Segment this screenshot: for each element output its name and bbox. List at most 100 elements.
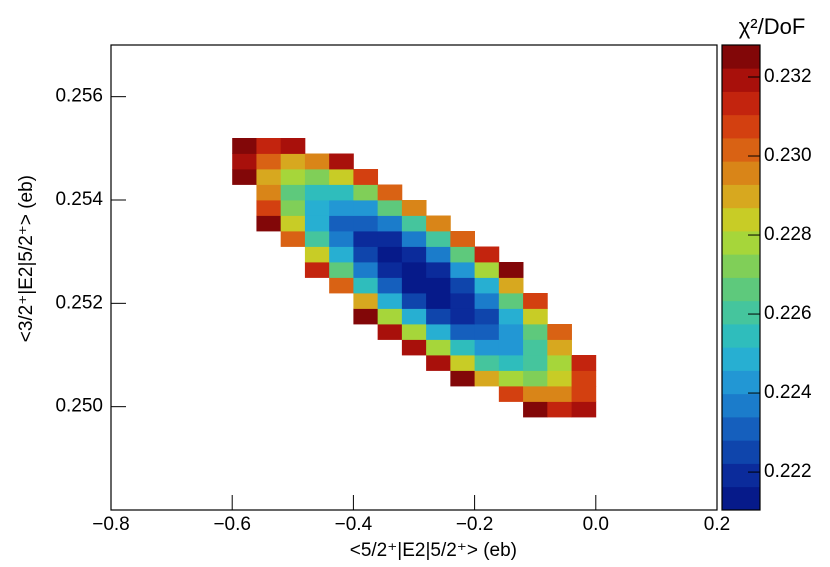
heatmap-cell [474, 246, 500, 263]
heatmap-cell [329, 231, 354, 247]
heatmap-cell [353, 262, 379, 278]
heatmap-cell [571, 370, 597, 387]
heatmap-cell [353, 308, 379, 325]
heatmap-cell [304, 262, 330, 278]
heatmap-cell [523, 308, 548, 325]
heatmap-cell [256, 169, 282, 185]
heatmap-cell [450, 308, 475, 325]
heatmap-cell [498, 355, 524, 371]
heatmap-cell [256, 200, 282, 216]
colorbar-level [722, 161, 760, 185]
heatmap-cell [329, 153, 354, 170]
heatmap-cell [377, 246, 403, 263]
heatmap-cell [401, 324, 427, 340]
colorbar-level [722, 91, 760, 116]
heatmap-cell [304, 169, 330, 185]
colorbar-level [722, 138, 760, 162]
heatmap-cell [450, 324, 475, 340]
heatmap-cell [571, 401, 597, 418]
heatmap-cell [474, 355, 500, 371]
heatmap-cell [523, 401, 548, 418]
heatmap-cell [353, 215, 379, 232]
colorbar-level [722, 45, 760, 69]
heatmap-cell [474, 370, 500, 387]
heatmap-cell [474, 262, 500, 278]
heatmap-cell [474, 339, 500, 356]
heatmap-cell [474, 277, 500, 294]
heatmap-cell [329, 169, 354, 185]
colorbar-level [722, 486, 760, 511]
heatmap-cell [498, 339, 524, 356]
heatmap-cell [256, 215, 282, 232]
heatmap-cell [353, 231, 379, 247]
y-axis-title: <3/2⁺|E2|5/2⁺> (eb) [16, 175, 37, 342]
heatmap-cell [304, 153, 330, 170]
x-tick-label: −0.6 [213, 514, 251, 535]
heatmap-cell [426, 215, 451, 232]
colorbar-level [722, 370, 760, 395]
heatmap-cell [280, 184, 306, 201]
heatmap-cell [353, 277, 379, 294]
heatmap-cell [401, 293, 427, 309]
heatmap-cell [304, 231, 330, 247]
heatmap-cell [547, 355, 572, 371]
heatmap-cell [256, 153, 282, 170]
x-tick-label: −0.2 [456, 514, 494, 535]
heatmap-cell [353, 200, 379, 216]
heatmap-cell [426, 355, 451, 371]
plot-frame [110, 44, 718, 511]
heatmap-cell [401, 246, 427, 263]
heatmap-cell [280, 169, 306, 185]
heatmap-cell [523, 370, 548, 387]
heatmap-cell [377, 215, 403, 232]
heatmap-cell [498, 386, 524, 402]
heatmap-cell [426, 231, 451, 247]
heatmap-cell [401, 215, 427, 232]
colorbar-level [722, 277, 760, 302]
x-tick-label: −0.8 [92, 514, 130, 535]
heatmap-cell [232, 169, 257, 185]
heatmap-cell [353, 246, 379, 263]
heatmap-cell [353, 184, 379, 201]
heatmap-cell [329, 215, 354, 232]
colorbar-tick-label: 0.226 [764, 303, 812, 324]
colorbar-level [722, 254, 760, 278]
heatmap-cell [571, 386, 597, 402]
heatmap-cell [523, 386, 548, 402]
colorbar-level [722, 207, 760, 232]
heatmap-cell [450, 370, 475, 387]
colorbar-level [722, 440, 760, 464]
colorbar-tick-label: 0.224 [764, 382, 812, 403]
heatmap-cell [426, 262, 451, 278]
heatmap-cell [450, 277, 475, 294]
heatmap-cell [498, 277, 524, 294]
heatmap-cell [256, 184, 282, 201]
heatmap-cell [232, 138, 257, 154]
heatmap-cell [329, 262, 354, 278]
heatmap-cell [304, 184, 330, 201]
heatmap-cell [426, 308, 451, 325]
y-tick-label: 0.252 [55, 292, 103, 313]
heatmap-cell [280, 200, 306, 216]
heatmap-cell [329, 246, 354, 263]
heatmap-cell [401, 200, 427, 216]
heatmap-cell [377, 324, 403, 340]
x-axis-title: <5/2⁺|E2|5/2⁺> (eb) [350, 540, 517, 561]
heatmap-cell [377, 231, 403, 247]
heatmap-cell [523, 324, 548, 340]
heatmap-cell [377, 277, 403, 294]
heatmap-cell [498, 293, 524, 309]
heatmap-cell [498, 324, 524, 340]
heatmap-cell [474, 324, 500, 340]
heatmap-cell [401, 308, 427, 325]
heatmap-cell [450, 339, 475, 356]
heatmap-cell [304, 200, 330, 216]
heatmap-cell [547, 370, 572, 387]
colorbar-title: χ²/DoF [739, 14, 806, 39]
colorbar-tick-label: 0.222 [764, 461, 812, 482]
heatmap-cell [377, 184, 403, 201]
colorbar-frame [721, 44, 761, 511]
heatmap-cell [426, 339, 451, 356]
heatmap-cell [523, 339, 548, 356]
colorbar-level [722, 68, 760, 92]
